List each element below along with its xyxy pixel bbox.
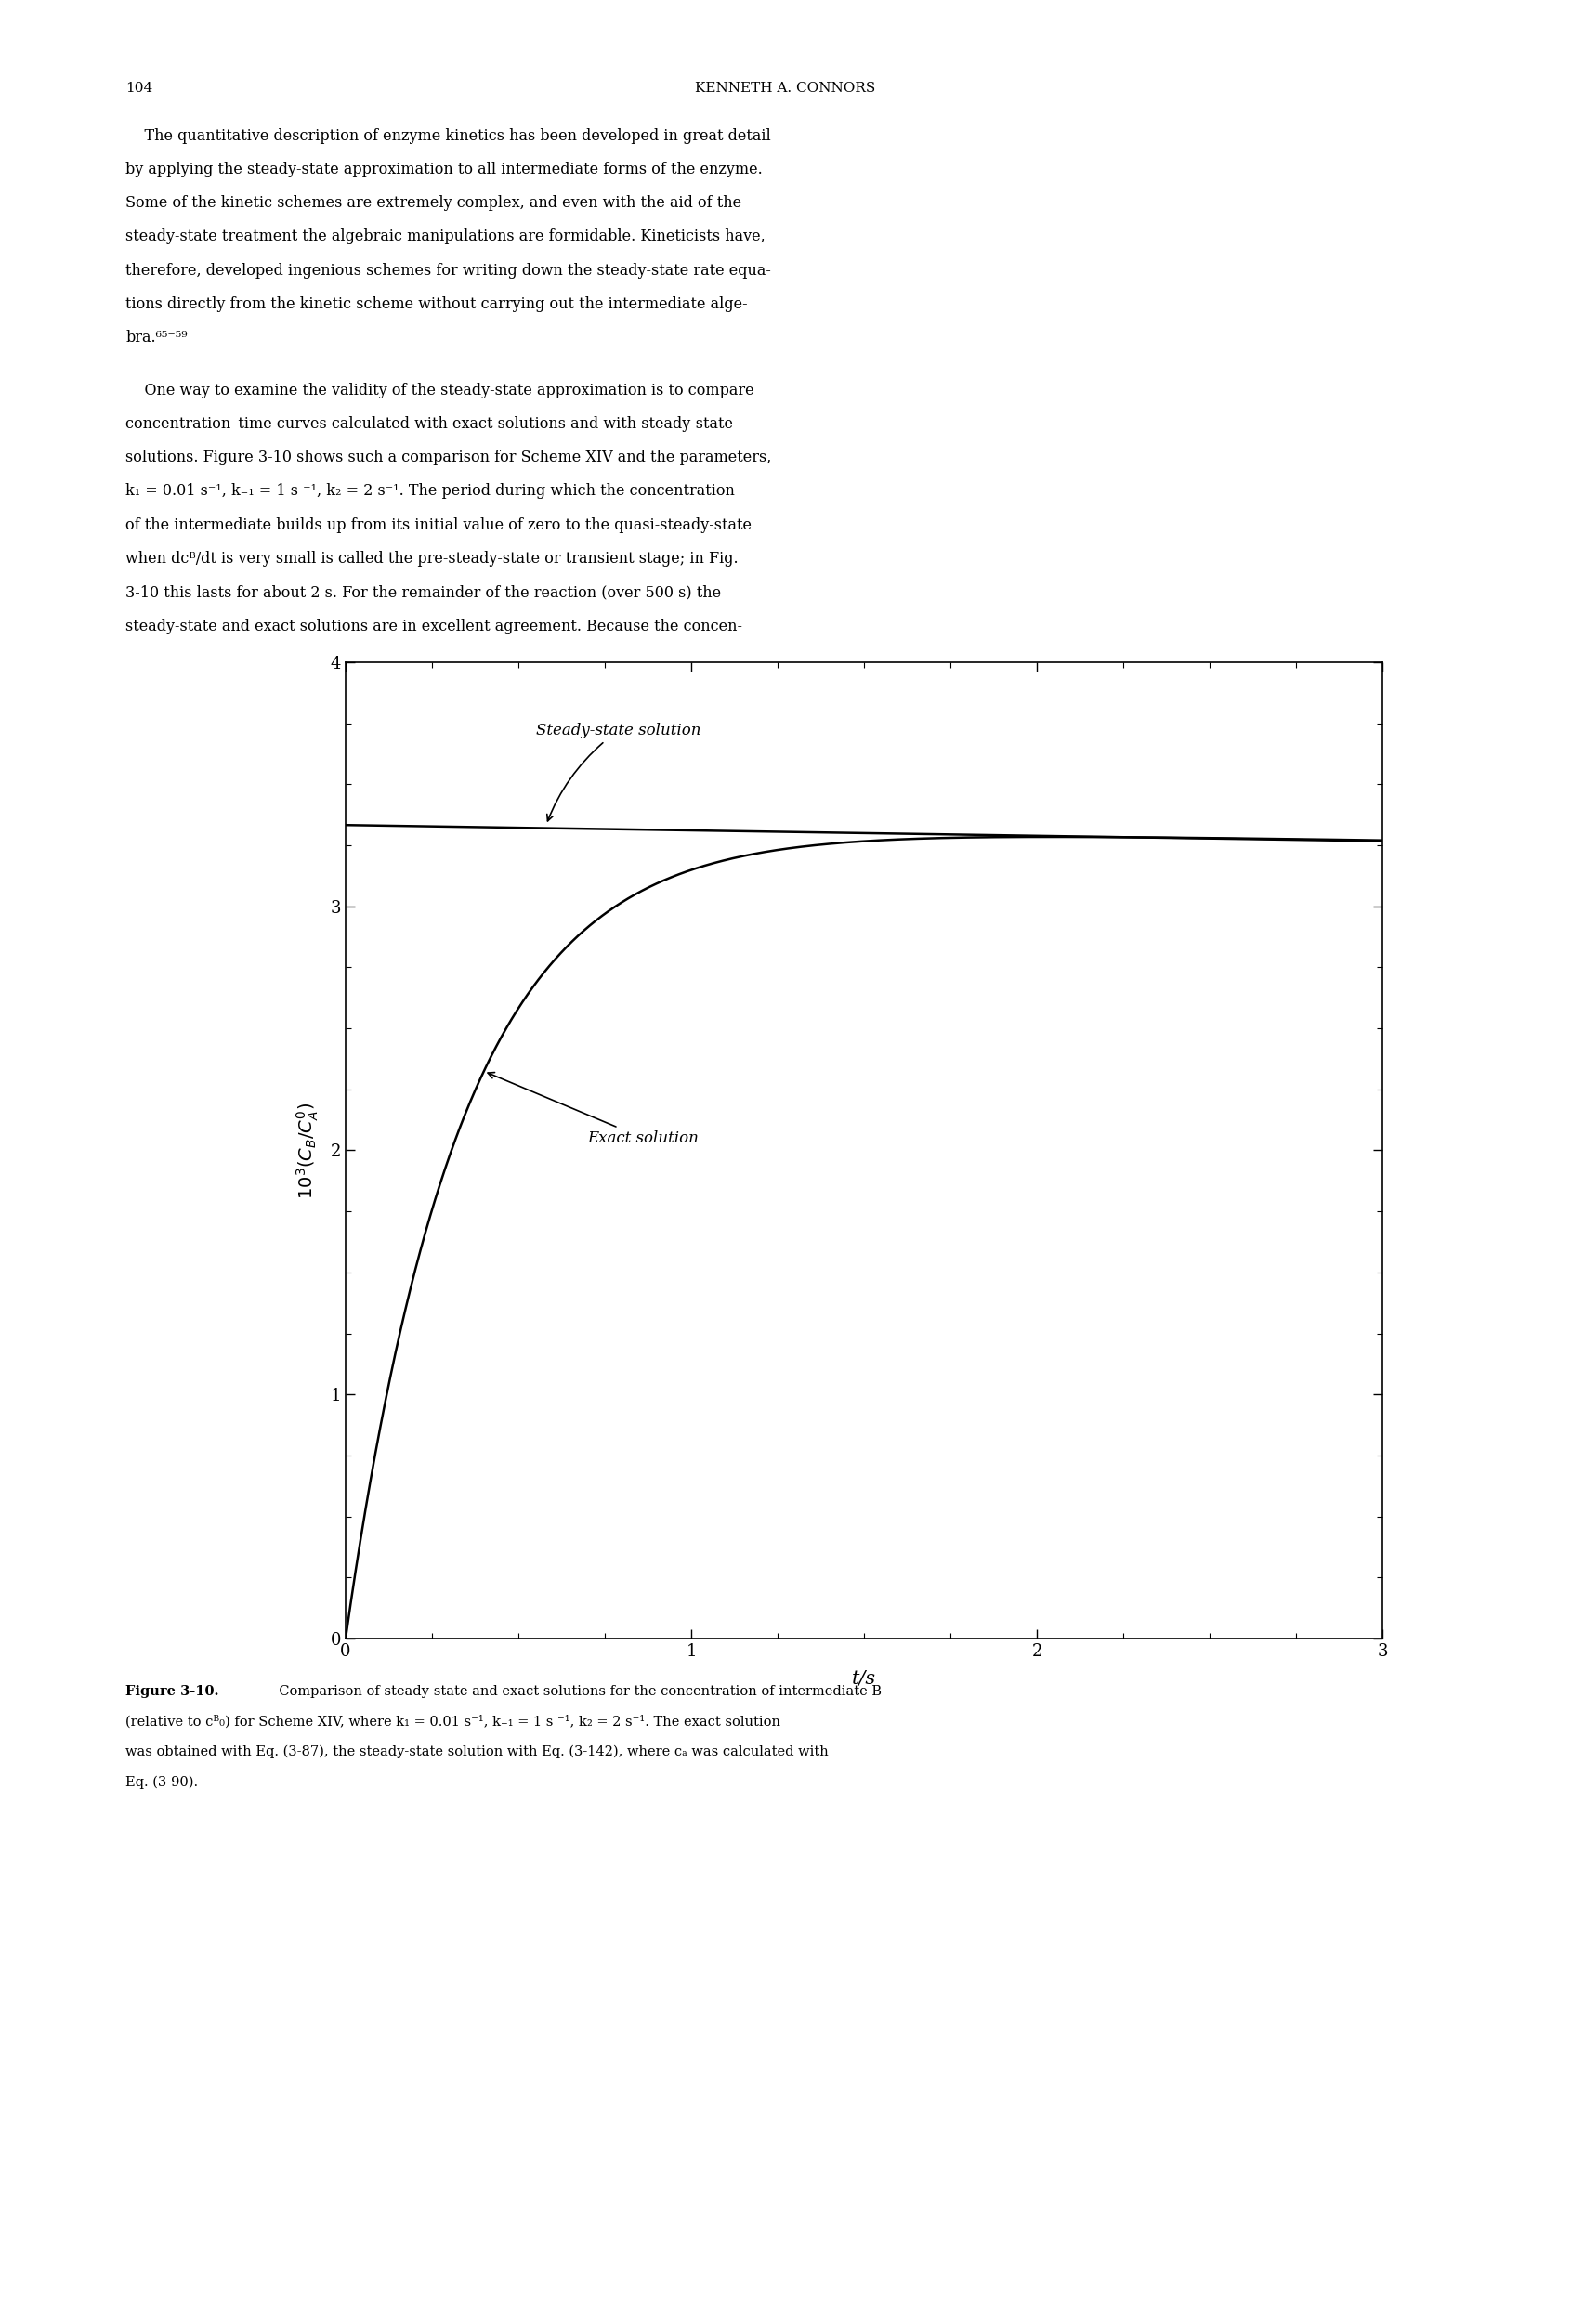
Text: Figure 3-10.: Figure 3-10. (126, 1685, 218, 1699)
Text: of the intermediate builds up from its initial value of zero to the quasi-steady: of the intermediate builds up from its i… (126, 518, 753, 532)
Text: by applying the steady-state approximation to all intermediate forms of the enzy: by applying the steady-state approximati… (126, 163, 764, 177)
Text: KENNETH A. CONNORS: KENNETH A. CONNORS (696, 81, 875, 95)
Text: solutions. Figure 3-10 shows such a comparison for Scheme XIV and the parameters: solutions. Figure 3-10 shows such a comp… (126, 451, 771, 465)
Text: steady-state and exact solutions are in excellent agreement. Because the concen-: steady-state and exact solutions are in … (126, 618, 743, 634)
Text: (relative to cᴮ₀) for Scheme XIV, where k₁ = 0.01 s⁻¹, k₋₁ = 1 s ⁻¹, k₂ = 2 s⁻¹.: (relative to cᴮ₀) for Scheme XIV, where … (126, 1715, 781, 1729)
Text: Exact solution: Exact solution (489, 1071, 699, 1146)
Text: concentration–time curves calculated with exact solutions and with steady-state: concentration–time curves calculated wit… (126, 416, 734, 432)
Text: Eq. (3-90).: Eq. (3-90). (126, 1776, 198, 1789)
Text: k₁ = 0.01 s⁻¹, k₋₁ = 1 s ⁻¹, k₂ = 2 s⁻¹. The period during which the concentrati: k₁ = 0.01 s⁻¹, k₋₁ = 1 s ⁻¹, k₂ = 2 s⁻¹.… (126, 483, 735, 500)
X-axis label: t/s: t/s (851, 1671, 877, 1687)
Text: The quantitative description of enzyme kinetics has been developed in great deta: The quantitative description of enzyme k… (126, 128, 771, 144)
Y-axis label: $10^3(C_B/C_A^0)$: $10^3(C_B/C_A^0)$ (295, 1102, 320, 1199)
Text: when dcᴮ/dt is very small is called the pre-steady-state or transient stage; in : when dcᴮ/dt is very small is called the … (126, 551, 738, 567)
Text: bra.⁶⁵⁻⁵⁹: bra.⁶⁵⁻⁵⁹ (126, 330, 187, 346)
Text: One way to examine the validity of the steady-state approximation is to compare: One way to examine the validity of the s… (126, 383, 754, 397)
Text: 104: 104 (126, 81, 152, 95)
Text: Some of the kinetic schemes are extremely complex, and even with the aid of the: Some of the kinetic schemes are extremel… (126, 195, 742, 211)
Text: therefore, developed ingenious schemes for writing down the steady-state rate eq: therefore, developed ingenious schemes f… (126, 263, 771, 279)
Text: Steady-state solution: Steady-state solution (536, 723, 701, 820)
Text: steady-state treatment the algebraic manipulations are formidable. Kineticists h: steady-state treatment the algebraic man… (126, 230, 765, 244)
Text: was obtained with Eq. (3-87), the steady-state solution with Eq. (3-142), where : was obtained with Eq. (3-87), the steady… (126, 1745, 829, 1759)
Text: tions directly from the kinetic scheme without carrying out the intermediate alg: tions directly from the kinetic scheme w… (126, 297, 748, 311)
Text: Comparison of steady-state and exact solutions for the concentration of intermed: Comparison of steady-state and exact sol… (270, 1685, 881, 1699)
Text: 3-10 this lasts for about 2 s. For the remainder of the reaction (over 500 s) th: 3-10 this lasts for about 2 s. For the r… (126, 586, 721, 600)
